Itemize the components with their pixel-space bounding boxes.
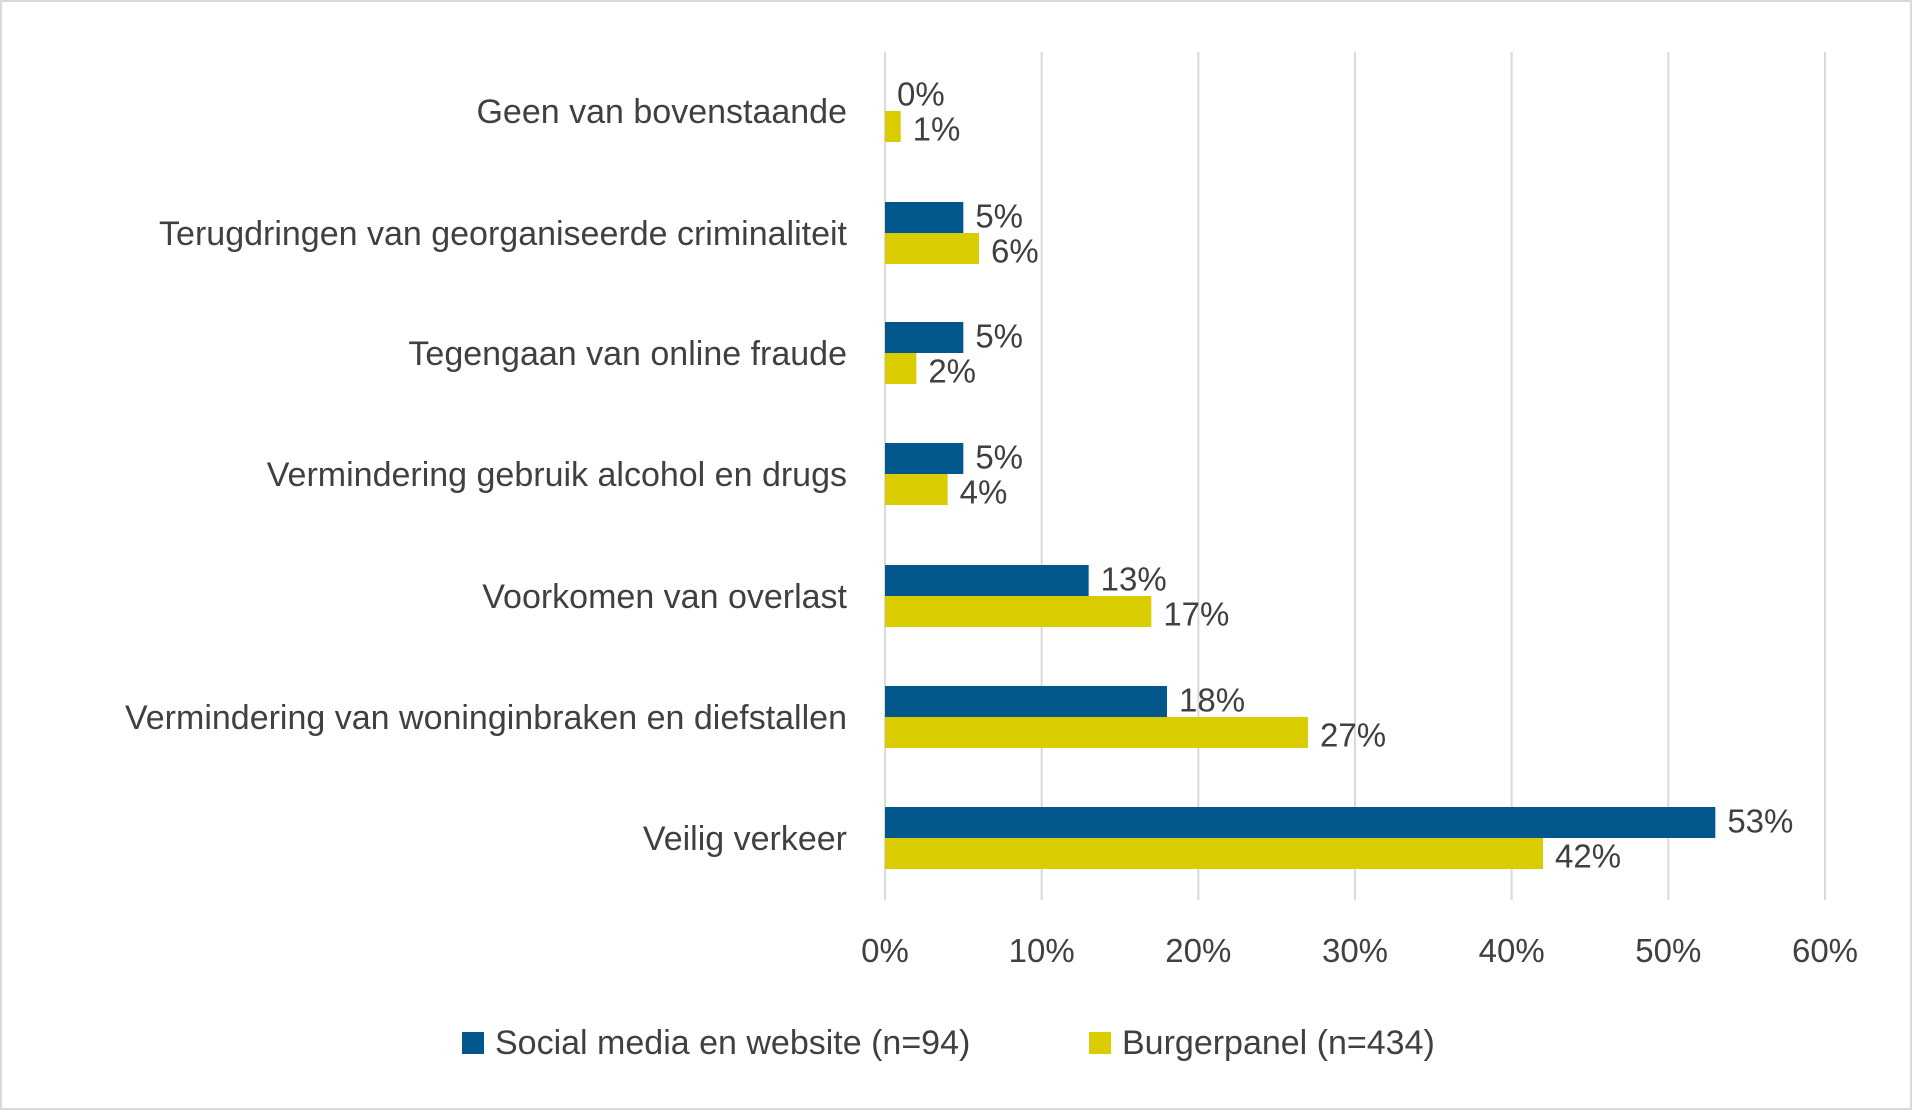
legend-label: Burgerpanel (n=434) bbox=[1122, 1024, 1435, 1062]
bar-social-media bbox=[885, 202, 964, 233]
data-label: 5% bbox=[975, 198, 1023, 235]
legend-label: Social media en website (n=94) bbox=[495, 1024, 970, 1062]
bar-burgerpanel bbox=[885, 353, 917, 384]
category-label: Veilig verkeer bbox=[643, 820, 847, 858]
data-label: 6% bbox=[991, 233, 1039, 270]
x-tick-label: 30% bbox=[1322, 932, 1388, 969]
bar-burgerpanel bbox=[885, 233, 979, 264]
data-label: 5% bbox=[975, 439, 1023, 476]
legend-swatch bbox=[1089, 1032, 1111, 1054]
data-label: 5% bbox=[975, 318, 1023, 355]
bar-burgerpanel bbox=[885, 838, 1543, 869]
category-label: Vermindering gebruik alcohol en drugs bbox=[267, 456, 847, 494]
x-tick-label: 10% bbox=[1009, 932, 1075, 969]
category-label: Vermindering van woninginbraken en diefs… bbox=[125, 699, 847, 737]
bar-burgerpanel bbox=[885, 596, 1152, 627]
bar-social-media bbox=[885, 565, 1089, 596]
bar-social-media bbox=[885, 807, 1716, 838]
bar-social-media bbox=[885, 322, 964, 353]
bar-burgerpanel bbox=[885, 474, 948, 505]
data-label: 1% bbox=[913, 111, 961, 148]
x-tick-label: 40% bbox=[1479, 932, 1545, 969]
bar-burgerpanel bbox=[885, 717, 1308, 748]
data-label: 4% bbox=[960, 474, 1008, 511]
data-label: 53% bbox=[1727, 803, 1793, 840]
category-label: Tegengaan van online fraude bbox=[408, 335, 847, 373]
data-label: 13% bbox=[1101, 561, 1167, 598]
bar-social-media bbox=[885, 443, 964, 474]
bar-social-media bbox=[885, 686, 1167, 717]
data-label: 17% bbox=[1163, 596, 1229, 633]
category-label: Geen van bovenstaande bbox=[476, 93, 847, 131]
category-label: Terugdringen van georganiseerde criminal… bbox=[159, 215, 848, 253]
data-label: 42% bbox=[1555, 838, 1621, 875]
bar-burgerpanel bbox=[885, 111, 901, 142]
x-tick-label: 0% bbox=[861, 932, 909, 969]
category-label: Voorkomen van overlast bbox=[482, 578, 847, 616]
legend-swatch bbox=[462, 1032, 484, 1054]
data-label: 18% bbox=[1179, 682, 1245, 719]
x-tick-label: 20% bbox=[1165, 932, 1231, 969]
x-tick-label: 60% bbox=[1792, 932, 1858, 969]
x-tick-label: 50% bbox=[1635, 932, 1701, 969]
data-label: 27% bbox=[1320, 717, 1386, 754]
data-label: 2% bbox=[928, 353, 976, 390]
data-label: 0% bbox=[897, 76, 945, 113]
